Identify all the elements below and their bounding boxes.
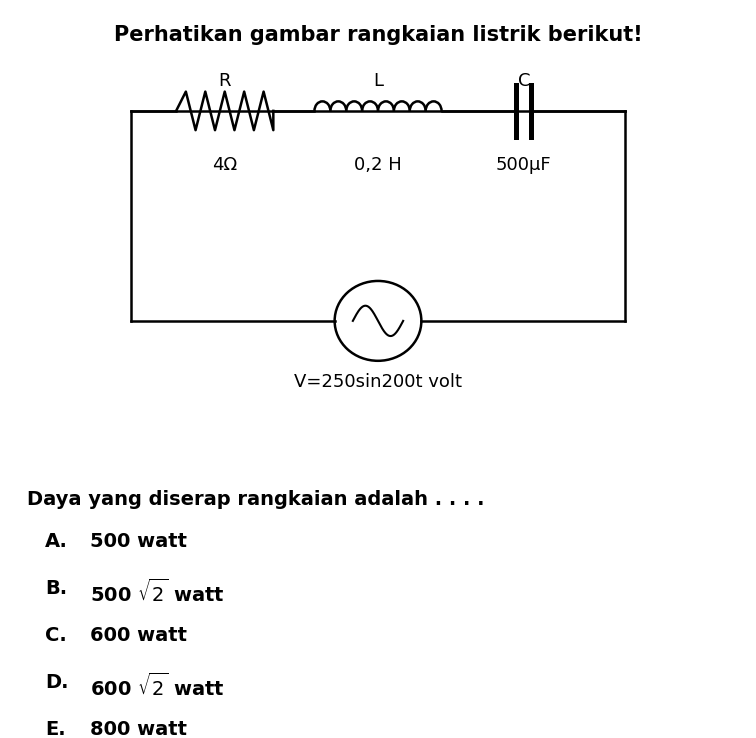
Text: 600 $\sqrt{2}$ watt: 600 $\sqrt{2}$ watt [90,673,225,700]
Text: A.: A. [45,532,68,551]
Text: R: R [218,72,231,90]
Text: D.: D. [45,673,69,692]
Text: 800 watt: 800 watt [90,720,187,738]
Text: 4Ω: 4Ω [212,156,237,173]
Text: 0,2 H: 0,2 H [354,156,402,173]
Text: Perhatikan gambar rangkaian listrik berikut!: Perhatikan gambar rangkaian listrik beri… [113,25,643,45]
Text: 500μF: 500μF [496,156,552,173]
Text: 500 watt: 500 watt [90,532,187,551]
Text: C.: C. [45,626,67,645]
Text: 500 $\sqrt{2}$ watt: 500 $\sqrt{2}$ watt [90,579,225,607]
Text: C: C [518,72,530,90]
Text: 600 watt: 600 watt [90,626,187,645]
Text: B.: B. [45,579,67,598]
Text: V=250sin200t volt: V=250sin200t volt [294,373,462,391]
Text: Daya yang diserap rangkaian adalah . . . .: Daya yang diserap rangkaian adalah . . .… [26,489,484,508]
Text: L: L [373,72,383,90]
Text: E.: E. [45,720,66,738]
